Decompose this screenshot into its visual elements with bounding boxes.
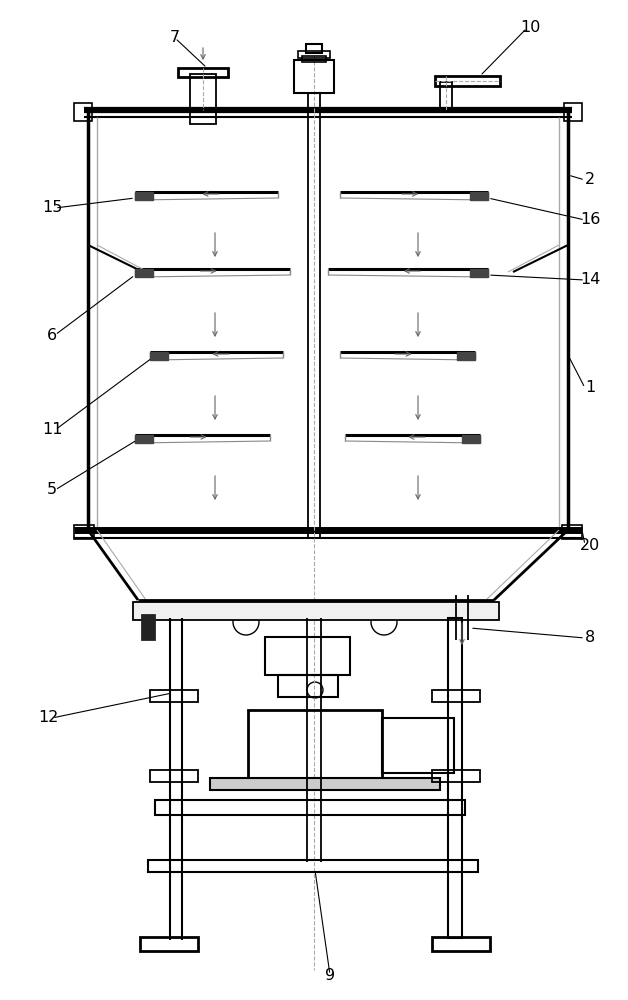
Polygon shape xyxy=(470,269,488,277)
Polygon shape xyxy=(470,192,488,200)
Bar xyxy=(155,800,465,815)
Text: 16: 16 xyxy=(580,213,600,228)
Bar xyxy=(432,690,480,702)
Polygon shape xyxy=(135,269,153,277)
Bar xyxy=(133,602,499,620)
Bar xyxy=(248,710,382,778)
Text: 14: 14 xyxy=(580,272,600,288)
Bar xyxy=(265,637,350,675)
Polygon shape xyxy=(457,352,475,360)
Bar xyxy=(210,778,440,790)
Bar xyxy=(74,525,94,539)
Text: 5: 5 xyxy=(47,483,57,497)
Text: 7: 7 xyxy=(170,30,180,45)
Bar xyxy=(432,937,490,951)
Bar xyxy=(435,76,500,86)
Text: 6: 6 xyxy=(47,328,57,342)
Bar xyxy=(142,615,154,639)
Bar xyxy=(74,103,92,121)
Polygon shape xyxy=(135,192,153,200)
Text: 11: 11 xyxy=(41,422,62,438)
Bar xyxy=(190,74,216,124)
Bar xyxy=(440,82,452,110)
Text: 1: 1 xyxy=(585,380,595,395)
Polygon shape xyxy=(462,435,480,443)
Bar xyxy=(178,68,228,77)
Bar xyxy=(306,44,322,53)
Bar xyxy=(140,937,198,951)
Polygon shape xyxy=(150,352,168,360)
Bar xyxy=(562,525,582,539)
Bar xyxy=(302,56,326,62)
Bar xyxy=(148,860,478,872)
Text: 8: 8 xyxy=(585,631,595,646)
Bar xyxy=(382,718,454,773)
Text: 15: 15 xyxy=(42,200,62,216)
Polygon shape xyxy=(135,435,153,443)
Bar xyxy=(278,675,338,697)
Text: 20: 20 xyxy=(580,538,600,552)
Bar xyxy=(448,618,462,938)
Text: 12: 12 xyxy=(38,710,58,726)
Bar xyxy=(150,770,198,782)
Bar xyxy=(150,690,198,702)
Bar xyxy=(564,103,582,121)
Text: 9: 9 xyxy=(325,968,335,982)
Bar xyxy=(294,60,334,93)
Text: 2: 2 xyxy=(585,172,595,188)
Bar xyxy=(298,51,330,58)
Text: 10: 10 xyxy=(520,20,540,35)
Bar xyxy=(432,770,480,782)
